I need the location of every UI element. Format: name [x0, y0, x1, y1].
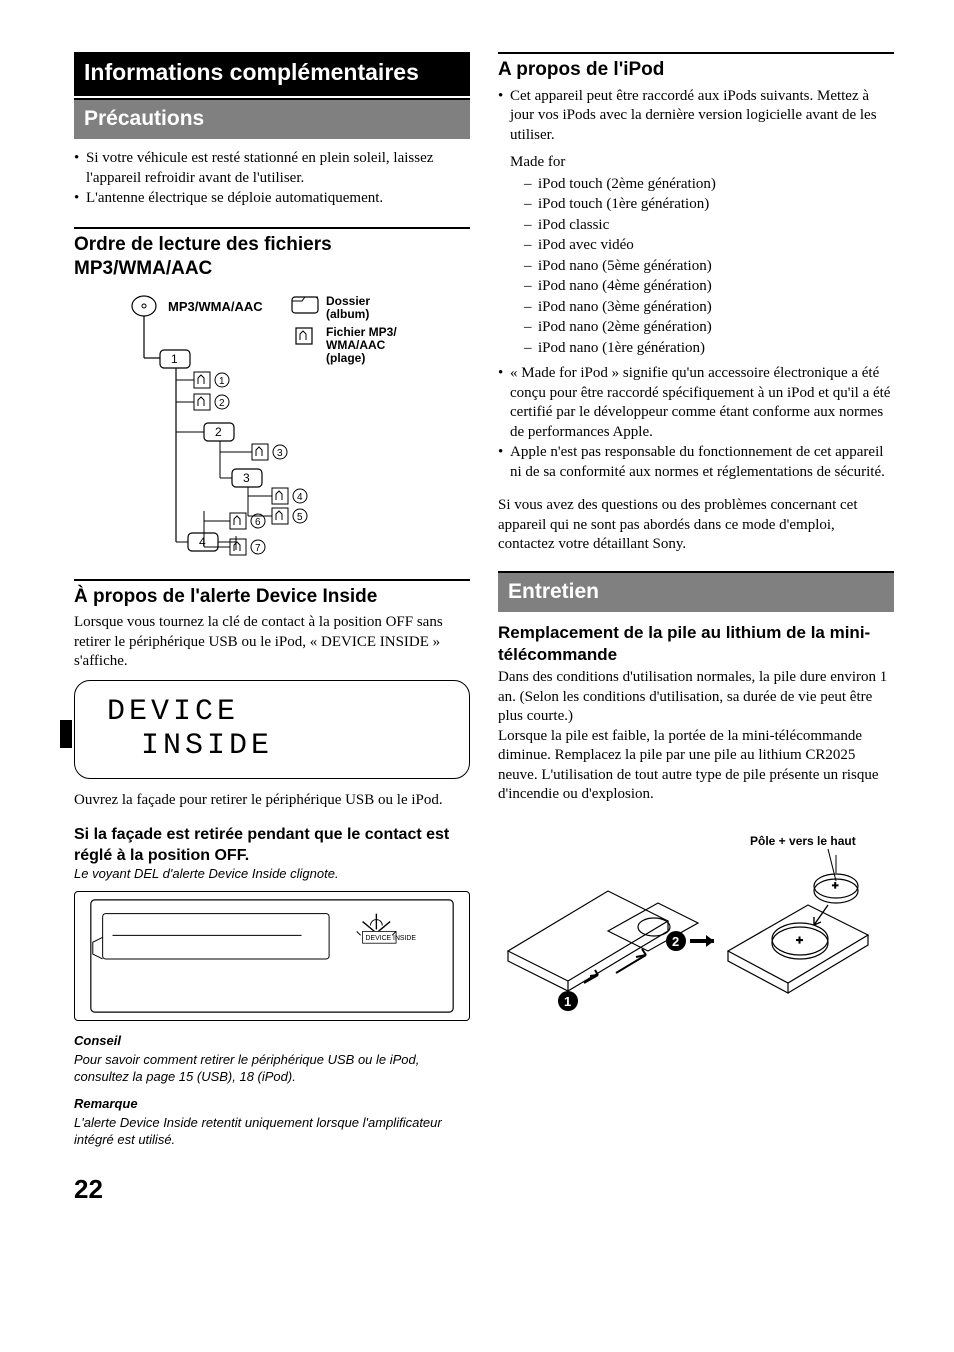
svg-text:3: 3	[277, 448, 283, 459]
svg-text:2: 2	[215, 425, 222, 439]
page-number: 22	[74, 1173, 894, 1207]
divider	[74, 227, 470, 229]
legend-file-label-2: WMA/AAC	[326, 338, 386, 352]
note-heading: Remarque	[74, 1096, 470, 1113]
svg-text:+: +	[832, 880, 838, 892]
pole-plus-label: Pôle + vers le haut	[750, 834, 856, 848]
heading-playback-order: Ordre de lecture des fichiers MP3/WMA/AA…	[74, 233, 470, 282]
ipod-intro-list: Cet appareil peut être raccordé aux iPod…	[498, 87, 894, 359]
ipod-model: iPod nano (2ème génération)	[524, 318, 894, 338]
two-column-layout: Informations complémentaires Précautions…	[74, 52, 894, 1149]
ipod-intro-item: Cet appareil peut être raccordé aux iPod…	[498, 87, 894, 359]
note-body: L'alerte Device Inside retentit uniqueme…	[74, 1115, 470, 1149]
section-header-info: Informations complémentaires	[74, 52, 470, 96]
ipod-model-list: iPod touch (2ème génération) iPod touch …	[524, 175, 894, 359]
lithium-body-2: Lorsque la pile est faible, la portée de…	[498, 727, 894, 805]
ipod-model: iPod touch (2ème génération)	[524, 175, 894, 195]
svg-text:6: 6	[255, 517, 261, 528]
right-column: A propos de l'iPod Cet appareil peut êtr…	[498, 52, 894, 1149]
ipod-model: iPod nano (5ème génération)	[524, 257, 894, 277]
led-blink-label: Le voyant DEL d'alerte Device Inside cli…	[74, 866, 470, 883]
folder-tree-diagram: MP3/WMA/AAC Dossier (album) Fichier MP3/…	[124, 292, 470, 561]
contact-body: Si vous avez des questions ou des problè…	[498, 496, 894, 555]
left-column: Informations complémentaires Précautions…	[74, 52, 470, 1149]
open-facade-body: Ouvrez la façade pour retirer le périphé…	[74, 791, 470, 811]
ipod-model: iPod nano (1ère génération)	[524, 339, 894, 359]
divider	[498, 52, 894, 54]
legend-folder-label-1: Dossier	[326, 294, 370, 308]
display-line2: INSIDE	[141, 729, 273, 761]
precaution-item: L'antenne électrique se déploie automati…	[74, 189, 470, 209]
legend-file-label-1: Fichier MP3/	[326, 325, 397, 339]
ipod-note: Apple n'est pas responsable du fonctionn…	[498, 443, 894, 482]
svg-text:3: 3	[243, 471, 250, 485]
divider	[74, 579, 470, 581]
svg-text:5: 5	[297, 512, 303, 523]
tip-heading: Conseil	[74, 1033, 470, 1050]
ipod-model: iPod classic	[524, 216, 894, 236]
subsection-header-entretien: Entretien	[498, 571, 894, 612]
svg-text:4: 4	[297, 492, 303, 503]
step-badge-1: 1	[564, 994, 571, 1009]
tree-root-label: MP3/WMA/AAC	[168, 299, 263, 314]
legend-file-label-3: (plage)	[326, 351, 365, 365]
step-badge-2: 2	[672, 934, 679, 949]
device-inside-display: DEVICE INSIDE	[74, 680, 470, 780]
folder-num: 1	[171, 352, 178, 366]
precautions-list: Si votre véhicule est resté stationné en…	[74, 149, 470, 209]
svg-text:2: 2	[219, 398, 225, 409]
ipod-intro-text: Cet appareil peut être raccordé aux iPod…	[510, 88, 877, 143]
subsection-header-precautions: Précautions	[74, 98, 470, 139]
tip-body: Pour savoir comment retirer le périphéri…	[74, 1052, 470, 1086]
legend-folder-label-2: (album)	[326, 307, 369, 321]
svg-text:DEVICE INSIDE: DEVICE INSIDE	[366, 935, 417, 942]
car-stereo-panel-diagram: DEVICE INSIDE	[74, 891, 470, 1021]
display-line1: DEVICE	[107, 695, 239, 729]
precaution-item: Si votre véhicule est resté stationné en…	[74, 149, 470, 188]
lithium-body-1: Dans des conditions d'utilisation normal…	[498, 668, 894, 727]
ipod-notes-list: « Made for iPod » signifie qu'un accesso…	[498, 364, 894, 482]
ipod-model: iPod avec vidéo	[524, 236, 894, 256]
heading-device-alert: À propos de l'alerte Device Inside	[74, 585, 470, 610]
svg-text:+: +	[796, 933, 803, 947]
made-for-label: Made for	[510, 153, 894, 173]
device-alert-body: Lorsque vous tournez la clé de contact à…	[74, 613, 470, 672]
ipod-model: iPod nano (4ème génération)	[524, 277, 894, 297]
ipod-note: « Made for iPod » signifie qu'un accesso…	[498, 364, 894, 442]
ipod-model: iPod touch (1ère génération)	[524, 195, 894, 215]
svg-text:7: 7	[255, 543, 261, 554]
side-tab-marker	[60, 720, 72, 748]
svg-text:1: 1	[219, 376, 225, 387]
battery-replacement-diagram: Pôle + vers le haut	[498, 831, 894, 1028]
heading-facade-off: Si la façade est retirée pendant que le …	[74, 825, 470, 867]
heading-ipod: A propos de l'iPod	[498, 58, 894, 83]
ipod-model: iPod nano (3ème génération)	[524, 298, 894, 318]
heading-lithium: Remplacement de la pile au lithium de la…	[498, 622, 894, 666]
